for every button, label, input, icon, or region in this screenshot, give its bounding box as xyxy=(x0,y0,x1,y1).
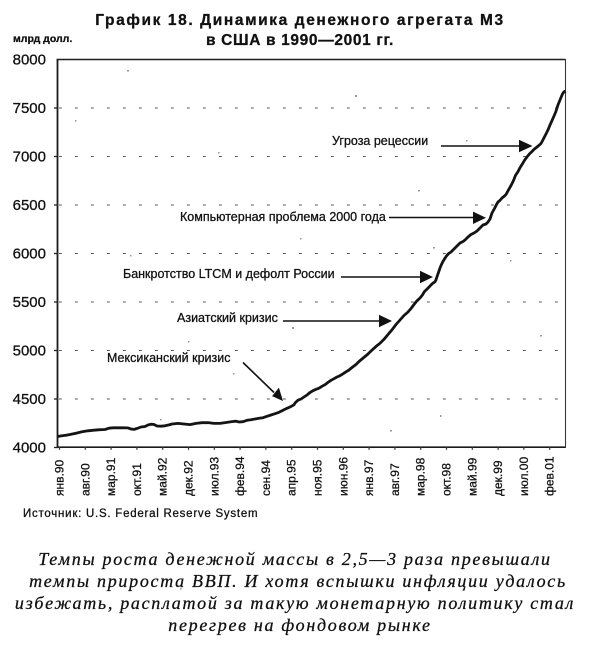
svg-text:4500: 4500 xyxy=(13,391,46,408)
svg-text:млрд долл.: млрд долл. xyxy=(13,33,72,45)
svg-text:май.99: май.99 xyxy=(465,457,479,496)
svg-text:май.92: май.92 xyxy=(156,457,170,496)
svg-text:Темпы роста денежной массы в 2: Темпы роста денежной массы в 2,5—3 раза … xyxy=(38,549,551,569)
svg-text:авг.90: авг.90 xyxy=(78,463,92,496)
svg-text:7000: 7000 xyxy=(13,149,46,166)
svg-text:Компьютерная проблема 2000 год: Компьютерная проблема 2000 года xyxy=(180,210,386,224)
svg-text:июл.93: июл.93 xyxy=(207,457,221,496)
svg-text:мар.98: мар.98 xyxy=(414,457,428,496)
svg-text:5500: 5500 xyxy=(13,294,46,311)
svg-text:темпы прироста ВВП. И хотя всп: темпы прироста ВВП. И хотя вспышки инфля… xyxy=(29,571,567,591)
svg-text:сен.94: сен.94 xyxy=(259,460,273,496)
svg-text:дек.92: дек.92 xyxy=(182,460,196,496)
svg-text:дек.99: дек.99 xyxy=(491,460,505,496)
svg-text:избежать, расплатой за такую м: избежать, расплатой за такую монетарную … xyxy=(15,593,575,613)
svg-text:7500: 7500 xyxy=(13,100,46,117)
svg-text:фев.94: фев.94 xyxy=(233,456,247,496)
svg-text:Источник: U.S. Federal Reserve: Источник: U.S. Federal Reserve System xyxy=(23,508,258,520)
svg-text:фев.01: фев.01 xyxy=(543,456,557,496)
svg-text:окт.98: окт.98 xyxy=(440,463,454,496)
svg-text:4000: 4000 xyxy=(13,440,46,457)
svg-text:6000: 6000 xyxy=(13,246,46,263)
svg-text:янв.97: янв.97 xyxy=(362,459,376,496)
svg-text:в США в 1990—2001 гг.: в США в 1990—2001 гг. xyxy=(206,32,394,49)
svg-text:перегрев на фондовом рынке: перегрев на фондовом рынке xyxy=(168,615,431,635)
svg-text:июл.00: июл.00 xyxy=(517,457,531,496)
svg-text:Азиатский кризис: Азиатский кризис xyxy=(177,311,278,325)
svg-text:6500: 6500 xyxy=(13,197,46,214)
svg-text:Банкротство LTCM и дефолт Росс: Банкротство LTCM и дефолт России xyxy=(123,267,335,281)
svg-text:апр.95: апр.95 xyxy=(285,459,299,496)
svg-text:мар.91: мар.91 xyxy=(104,457,118,496)
svg-text:янв.90: янв.90 xyxy=(53,459,67,496)
svg-text:Угроза рецессии: Угроза рецессии xyxy=(332,134,428,148)
svg-text:График 18. Динамика денежного: График 18. Динамика денежного агрегата М… xyxy=(95,12,505,29)
svg-text:авг.97: авг.97 xyxy=(388,463,402,496)
svg-text:Мексиканский кризис: Мексиканский кризис xyxy=(107,351,230,365)
svg-text:5000: 5000 xyxy=(13,343,46,360)
svg-text:8000: 8000 xyxy=(13,52,46,69)
svg-text:окт.91: окт.91 xyxy=(130,463,144,496)
svg-text:июн.96: июн.96 xyxy=(336,457,350,496)
svg-text:ноя.95: ноя.95 xyxy=(311,459,325,496)
